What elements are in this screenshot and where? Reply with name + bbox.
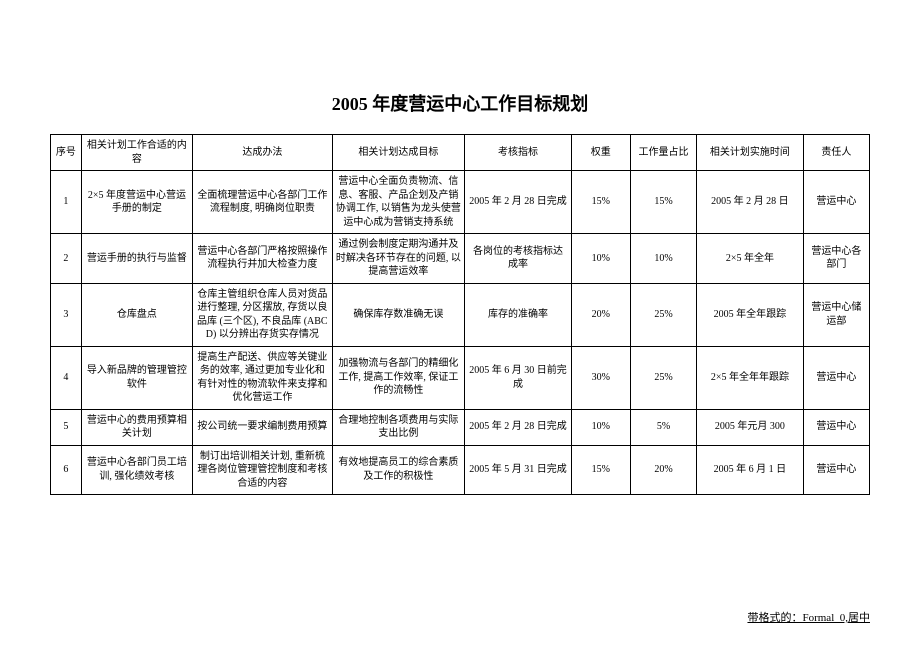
cell-seq: 5 (51, 409, 82, 445)
table-body: 12×5 年度营运中心营运手册的制定全面梳理营运中心各部门工作流程制度, 明确岗… (51, 171, 870, 495)
cell-kpi: 2005 年 6 月 30 日前完成 (465, 346, 572, 409)
cell-owner: 营运中心各部门 (803, 234, 869, 284)
cell-weight: 10% (571, 409, 630, 445)
cell-goal: 通过例会制度定期沟通并及时解决各环节存在的问题, 以提高营运效率 (332, 234, 465, 284)
col-method: 达成办法 (193, 135, 333, 171)
format-footnote: 带格式的：Formal_0,居中 (747, 609, 870, 625)
cell-content: 营运中心的费用预算相关计划 (81, 409, 192, 445)
cell-seq: 4 (51, 346, 82, 409)
cell-goal: 有效地提高员工的综合素质及工作的积极性 (332, 445, 465, 495)
cell-method: 营运中心各部门严格按照操作流程执行并加大检查力度 (193, 234, 333, 284)
cell-kpi: 2005 年 2 月 28 日完成 (465, 171, 572, 234)
cell-owner: 营运中心储运部 (803, 283, 869, 346)
cell-pct: 25% (630, 283, 696, 346)
table-row: 6营运中心各部门员工培训, 强化绩效考核制订出培训相关计划, 重新梳理各岗位管理… (51, 445, 870, 495)
cell-weight: 10% (571, 234, 630, 284)
col-weight: 权重 (571, 135, 630, 171)
cell-kpi: 2005 年 5 月 31 日完成 (465, 445, 572, 495)
col-owner: 责任人 (803, 135, 869, 171)
cell-owner: 营运中心 (803, 445, 869, 495)
cell-method: 全面梳理营运中心各部门工作流程制度, 明确岗位职责 (193, 171, 333, 234)
col-kpi: 考核指标 (465, 135, 572, 171)
table-header-row: 序号 相关计划工作合适的内容 达成办法 相关计划达成目标 考核指标 权重 工作量… (51, 135, 870, 171)
cell-pct: 10% (630, 234, 696, 284)
cell-goal: 确保库存数准确无误 (332, 283, 465, 346)
cell-pct: 15% (630, 171, 696, 234)
cell-content: 导入新品牌的管理管控软件 (81, 346, 192, 409)
cell-weight: 20% (571, 283, 630, 346)
cell-owner: 营运中心 (803, 171, 869, 234)
page-title: 2005 年度营运中心工作目标规划 (50, 90, 870, 116)
cell-content: 营运中心各部门员工培训, 强化绩效考核 (81, 445, 192, 495)
cell-weight: 15% (571, 445, 630, 495)
cell-method: 仓库主管组织仓库人员对货品进行整理, 分区摆放, 存货以良品库 (三个区), 不… (193, 283, 333, 346)
col-time: 相关计划实施时间 (697, 135, 804, 171)
cell-seq: 3 (51, 283, 82, 346)
cell-content: 2×5 年度营运中心营运手册的制定 (81, 171, 192, 234)
cell-kpi: 库存的准确率 (465, 283, 572, 346)
cell-content: 营运手册的执行与监督 (81, 234, 192, 284)
cell-pct: 5% (630, 409, 696, 445)
cell-time: 2005 年元月 300 (697, 409, 804, 445)
cell-content: 仓库盘点 (81, 283, 192, 346)
cell-method: 按公司统一要求编制费用预算 (193, 409, 333, 445)
cell-time: 2005 年全年跟踪 (697, 283, 804, 346)
cell-pct: 25% (630, 346, 696, 409)
cell-time: 2005 年 6 月 1 日 (697, 445, 804, 495)
col-pct: 工作量占比 (630, 135, 696, 171)
table-row: 5营运中心的费用预算相关计划按公司统一要求编制费用预算合理地控制各项费用与实际支… (51, 409, 870, 445)
cell-method: 制订出培训相关计划, 重新梳理各岗位管理管控制度和考核合适的内容 (193, 445, 333, 495)
cell-time: 2×5 年全年 (697, 234, 804, 284)
cell-weight: 15% (571, 171, 630, 234)
cell-seq: 6 (51, 445, 82, 495)
cell-seq: 1 (51, 171, 82, 234)
col-seq: 序号 (51, 135, 82, 171)
cell-kpi: 2005 年 2 月 28 日完成 (465, 409, 572, 445)
cell-pct: 20% (630, 445, 696, 495)
cell-goal: 营运中心全面负责物流、信息、客服、产品企划及产销协调工作, 以销售为龙头使营运中… (332, 171, 465, 234)
cell-method: 提高生产配送、供应等关键业务的效率, 通过更加专业化和有针对性的物流软件来支撑和… (193, 346, 333, 409)
cell-goal: 合理地控制各项费用与实际支出比例 (332, 409, 465, 445)
table-row: 4导入新品牌的管理管控软件提高生产配送、供应等关键业务的效率, 通过更加专业化和… (51, 346, 870, 409)
cell-kpi: 各岗位的考核指标达成率 (465, 234, 572, 284)
table-row: 12×5 年度营运中心营运手册的制定全面梳理营运中心各部门工作流程制度, 明确岗… (51, 171, 870, 234)
table-row: 3仓库盘点仓库主管组织仓库人员对货品进行整理, 分区摆放, 存货以良品库 (三个… (51, 283, 870, 346)
cell-weight: 30% (571, 346, 630, 409)
col-content: 相关计划工作合适的内容 (81, 135, 192, 171)
plan-table: 序号 相关计划工作合适的内容 达成办法 相关计划达成目标 考核指标 权重 工作量… (50, 134, 870, 495)
table-row: 2营运手册的执行与监督营运中心各部门严格按照操作流程执行并加大检查力度通过例会制… (51, 234, 870, 284)
cell-owner: 营运中心 (803, 409, 869, 445)
cell-goal: 加强物流与各部门的精细化工作, 提高工作效率, 保证工作的流畅性 (332, 346, 465, 409)
cell-seq: 2 (51, 234, 82, 284)
col-goal: 相关计划达成目标 (332, 135, 465, 171)
cell-time: 2×5 年全年年跟踪 (697, 346, 804, 409)
cell-owner: 营运中心 (803, 346, 869, 409)
cell-time: 2005 年 2 月 28 日 (697, 171, 804, 234)
